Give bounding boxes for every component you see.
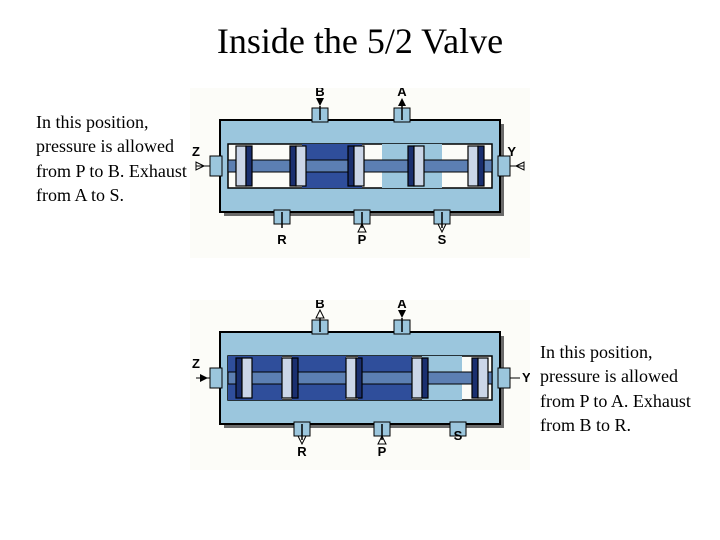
port-a-label: A: [397, 88, 407, 99]
port-s-label: S: [438, 232, 447, 247]
caption-position-1: In this position, pressure is allowed fr…: [36, 110, 196, 207]
pilot-z-label-2: Z: [192, 356, 200, 371]
port-r-label: R: [277, 232, 287, 247]
port-b-label-2: B: [315, 300, 324, 311]
port-s-label-2: S: [454, 428, 463, 443]
port-p-label-2: P: [378, 444, 387, 459]
page-title: Inside the 5/2 Valve: [0, 20, 720, 62]
port-a-label-2: A: [397, 300, 407, 311]
pilot-z-label: Z: [192, 144, 200, 159]
pilot-y-label-2: Y: [522, 370, 530, 385]
port-b-label: B: [315, 88, 324, 99]
pilot-y-label: Y: [507, 144, 516, 159]
valve-diagram-position-1: B A R P S Z Y: [190, 88, 530, 258]
valve-diagram-position-2: B A R P S Z Y: [190, 300, 530, 470]
port-p-label: P: [358, 232, 367, 247]
caption-position-2: In this position, pressure is allowed fr…: [540, 340, 700, 437]
port-r-label-2: R: [297, 444, 307, 459]
